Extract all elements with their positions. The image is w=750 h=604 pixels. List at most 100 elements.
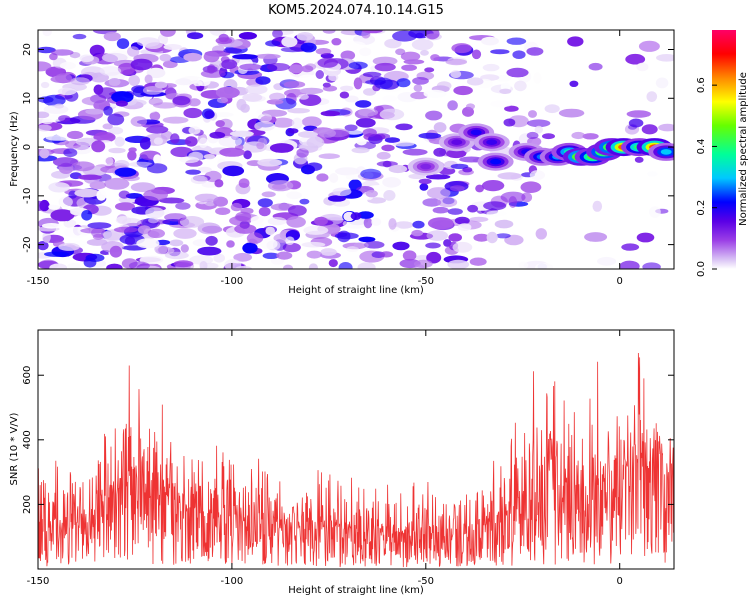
noise-blob (153, 137, 163, 145)
noise-blob (139, 255, 164, 265)
noise-blob (426, 251, 442, 264)
noise-blob (328, 259, 338, 268)
noise-blob (158, 197, 185, 204)
noise-blob (216, 97, 229, 104)
noise-blob (376, 151, 391, 160)
x-tick-label: -100 (221, 276, 244, 287)
noise-blob (346, 246, 359, 253)
noise-blob (481, 36, 499, 46)
noise-blob (569, 80, 579, 88)
noise-blob (143, 189, 169, 201)
noise-blob (54, 103, 64, 109)
noise-blob (494, 219, 514, 229)
noise-blob (209, 131, 226, 139)
noise-blob (58, 115, 71, 122)
noise-blob (423, 89, 447, 98)
noise-blob (357, 211, 374, 219)
noise-blob (188, 126, 201, 135)
noise-blob (582, 133, 599, 140)
noise-blob (447, 100, 458, 111)
noise-blob (38, 46, 56, 54)
noise-blob (187, 32, 204, 40)
noise-blob (344, 41, 366, 50)
noise-blob (482, 63, 500, 72)
noise-blob (80, 122, 106, 129)
x-tick-label: 0 (617, 576, 623, 587)
noise-blob (109, 245, 123, 258)
noise-blob (395, 48, 406, 56)
noise-blob (529, 170, 546, 181)
noise-blob (656, 54, 674, 62)
noise-blob (163, 44, 182, 50)
noise-blob (371, 217, 382, 226)
noise-blob (232, 54, 258, 60)
noise-blob (327, 195, 346, 202)
noise-blob (91, 140, 106, 153)
noise-blob (243, 150, 252, 160)
noise-blob (240, 103, 250, 113)
spectrogram-frame (37, 29, 675, 270)
colorbar-tick-label: 0.6 (696, 77, 707, 93)
noise-blob (185, 169, 201, 175)
noise-blob (344, 95, 359, 103)
noise-blob (215, 120, 225, 128)
noise-blob (57, 87, 77, 96)
noise-blob (403, 59, 425, 65)
noise-blob (265, 40, 281, 47)
noise-blob (48, 182, 70, 193)
noise-blob (636, 62, 649, 72)
noise-blob (490, 100, 513, 108)
noise-blob (527, 119, 551, 128)
signal-blob (451, 139, 463, 145)
noise-blob (118, 190, 130, 199)
noise-blob (299, 198, 310, 205)
noise-blob (413, 84, 423, 92)
noise-blob (235, 211, 252, 222)
noise-blob (128, 161, 153, 168)
noise-blob (38, 124, 52, 132)
noise-blob (198, 137, 208, 149)
noise-blob (238, 32, 257, 40)
noise-blob (299, 87, 324, 95)
noise-blob (106, 263, 123, 269)
noise-blob (425, 242, 441, 249)
noise-blob (179, 216, 205, 228)
noise-blob (49, 263, 68, 269)
noise-blob (348, 61, 368, 70)
noise-blob (58, 242, 80, 251)
noise-blob (99, 66, 122, 76)
noise-blob (287, 128, 299, 134)
noise-blob (242, 242, 258, 254)
noise-blob (365, 190, 378, 198)
noise-blob (351, 147, 370, 154)
noise-blob (300, 42, 317, 53)
noise-blob (288, 205, 307, 216)
noise-blob (199, 261, 208, 269)
noise-blob (276, 251, 293, 260)
snr-y-label: SNR (10 * V/V) (9, 412, 20, 485)
noise-blob (411, 38, 434, 51)
noise-blob (584, 232, 608, 242)
noise-blob (114, 136, 125, 147)
noise-blob (85, 108, 104, 115)
noise-blob (233, 252, 253, 262)
noise-blob (356, 138, 367, 146)
noise-blob (169, 239, 184, 247)
noise-blob (392, 241, 410, 251)
noise-blob (130, 58, 153, 71)
noise-blob (41, 223, 62, 229)
noise-blob (114, 167, 137, 177)
noise-blob (392, 141, 415, 147)
signal-blob (486, 139, 498, 145)
chart-title: KOM5.2024.074.10.14.G15 (268, 3, 444, 18)
noise-blob (281, 36, 298, 48)
noise-blob (426, 187, 451, 199)
noise-blob (256, 142, 265, 150)
noise-blob (592, 200, 603, 212)
noise-blob (213, 253, 225, 263)
noise-blob (469, 216, 489, 222)
noise-blob (512, 50, 526, 59)
colorbar: 0.0 0.2 0.4 0.6 Normalized spectral amplitu… (696, 30, 749, 277)
noise-blob (136, 37, 160, 47)
noise-blob (334, 232, 359, 240)
